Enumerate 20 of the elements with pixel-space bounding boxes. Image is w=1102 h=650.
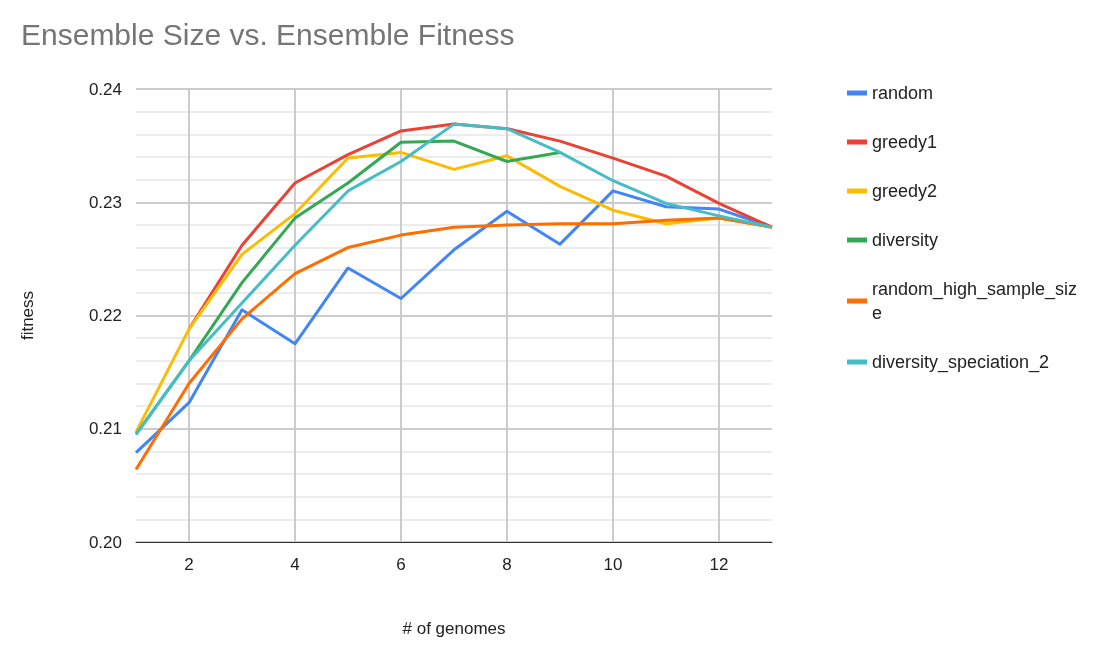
legend-label: greedy1 (872, 132, 938, 152)
legend-label: greedy2 (872, 181, 938, 201)
y-tick-label: 0.20 (88, 532, 122, 552)
x-tick-label: 12 (709, 555, 729, 574)
y-axis-title: fitness (18, 290, 37, 341)
legend-label: diversity_speciation_2 (872, 352, 1050, 373)
x-axis-title: # of genomes (402, 619, 506, 638)
x-tick-label: 6 (396, 555, 406, 574)
x-tick-label: 8 (502, 555, 512, 574)
chart-title: Ensemble Size vs. Ensemble Fitness (21, 17, 515, 51)
x-tick-label: 10 (603, 555, 623, 574)
y-tick-label: 0.22 (88, 306, 122, 325)
x-tick-label: 4 (290, 555, 300, 574)
y-tick-label: 0.21 (88, 419, 122, 439)
legend-label: random_high_sample_size (872, 279, 1078, 323)
legend-label: diversity (872, 230, 939, 250)
y-tick-label: 0.23 (88, 192, 122, 212)
y-tick-label: 0.24 (88, 79, 122, 99)
legend-label: random (872, 83, 934, 103)
x-tick-label: 2 (184, 555, 194, 574)
